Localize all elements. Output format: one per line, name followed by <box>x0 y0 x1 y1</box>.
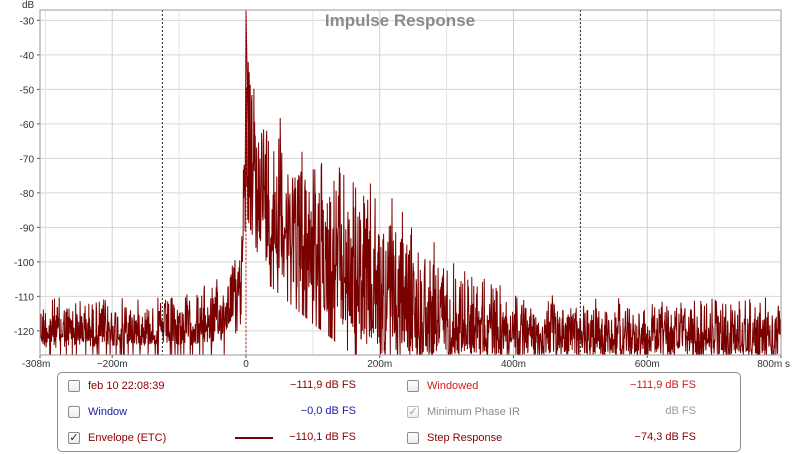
windowed-value: −111,9 dB FS <box>630 379 696 391</box>
y-tick-label: -30 <box>20 16 35 27</box>
x-tick-label: 200m <box>367 359 392 370</box>
windowed-label: Windowed <box>427 380 479 392</box>
window-value: −0,0 dB FS <box>300 405 356 417</box>
y-tick-label: -120 <box>14 327 34 338</box>
x-tick-label: −200m <box>97 359 128 370</box>
x-tick-label: 800m s <box>757 359 790 370</box>
x-tick-label: 0 <box>243 359 249 370</box>
minimum-phase-label: Minimum Phase IR <box>427 406 520 418</box>
y-tick-label: -70 <box>20 154 35 165</box>
step-response-checkbox[interactable] <box>407 432 419 444</box>
y-tick-label: -80 <box>20 189 35 200</box>
minimum-phase-checkbox[interactable]: ✓ <box>407 406 419 418</box>
envelope-line-swatch <box>235 437 273 439</box>
y-tick-label: -100 <box>14 258 34 269</box>
y-tick-label: -90 <box>20 223 35 234</box>
legend-row-windowed[interactable]: Windowed <box>407 376 478 396</box>
step-response-value: −74,3 dB FS <box>634 431 696 443</box>
x-tick-label: 600m <box>635 359 660 370</box>
envelope-value: −110,1 dB FS <box>289 431 356 443</box>
y-tick-label: -40 <box>20 51 35 62</box>
legend-row-window[interactable]: Window <box>68 402 127 422</box>
windowed-checkbox[interactable] <box>407 380 419 392</box>
measurement-value: −111,9 dB FS <box>290 379 356 391</box>
measurement-label: feb 10 22:08:39 <box>88 380 165 392</box>
legend-row-minimum-phase[interactable]: ✓ Minimum Phase IR <box>407 402 520 422</box>
x-tick-label: -308m <box>22 359 50 370</box>
step-response-label: Step Response <box>427 432 503 444</box>
envelope-checkbox[interactable]: ✓ <box>68 432 80 444</box>
y-tick-label: -110 <box>15 292 35 303</box>
plot-svg[interactable]: -30 -40 -50 -60 -70 -80 -90 -100 -110 -120 dB -308m… <box>0 0 800 372</box>
impulse-response-trace <box>40 10 781 355</box>
y-tick-label: -60 <box>20 120 35 131</box>
chart-title: Impulse Response <box>325 11 475 30</box>
impulse-response-plot[interactable]: -30 -40 -50 -60 -70 -80 -90 -100 -110 -120 dB -308m… <box>0 0 800 372</box>
window-label: Window <box>88 406 128 418</box>
legend-panel: feb 10 22:08:39 −111,9 dB FS Window −0,0… <box>57 372 741 452</box>
y-axis-unit: dB <box>22 0 35 11</box>
y-tick-label: -50 <box>20 85 35 96</box>
minimum-phase-value: dB FS <box>665 405 696 417</box>
envelope-label: Envelope (ETC) <box>88 432 167 444</box>
x-tick-label: 400m <box>501 359 526 370</box>
measurement-checkbox[interactable] <box>68 380 80 392</box>
legend-row-envelope[interactable]: ✓ Envelope (ETC) <box>68 428 166 448</box>
legend-row-measurement[interactable]: feb 10 22:08:39 <box>68 376 164 396</box>
legend-row-step-response[interactable]: Step Response <box>407 428 502 448</box>
window-checkbox[interactable] <box>68 406 80 418</box>
plot-frame <box>39 9 782 356</box>
